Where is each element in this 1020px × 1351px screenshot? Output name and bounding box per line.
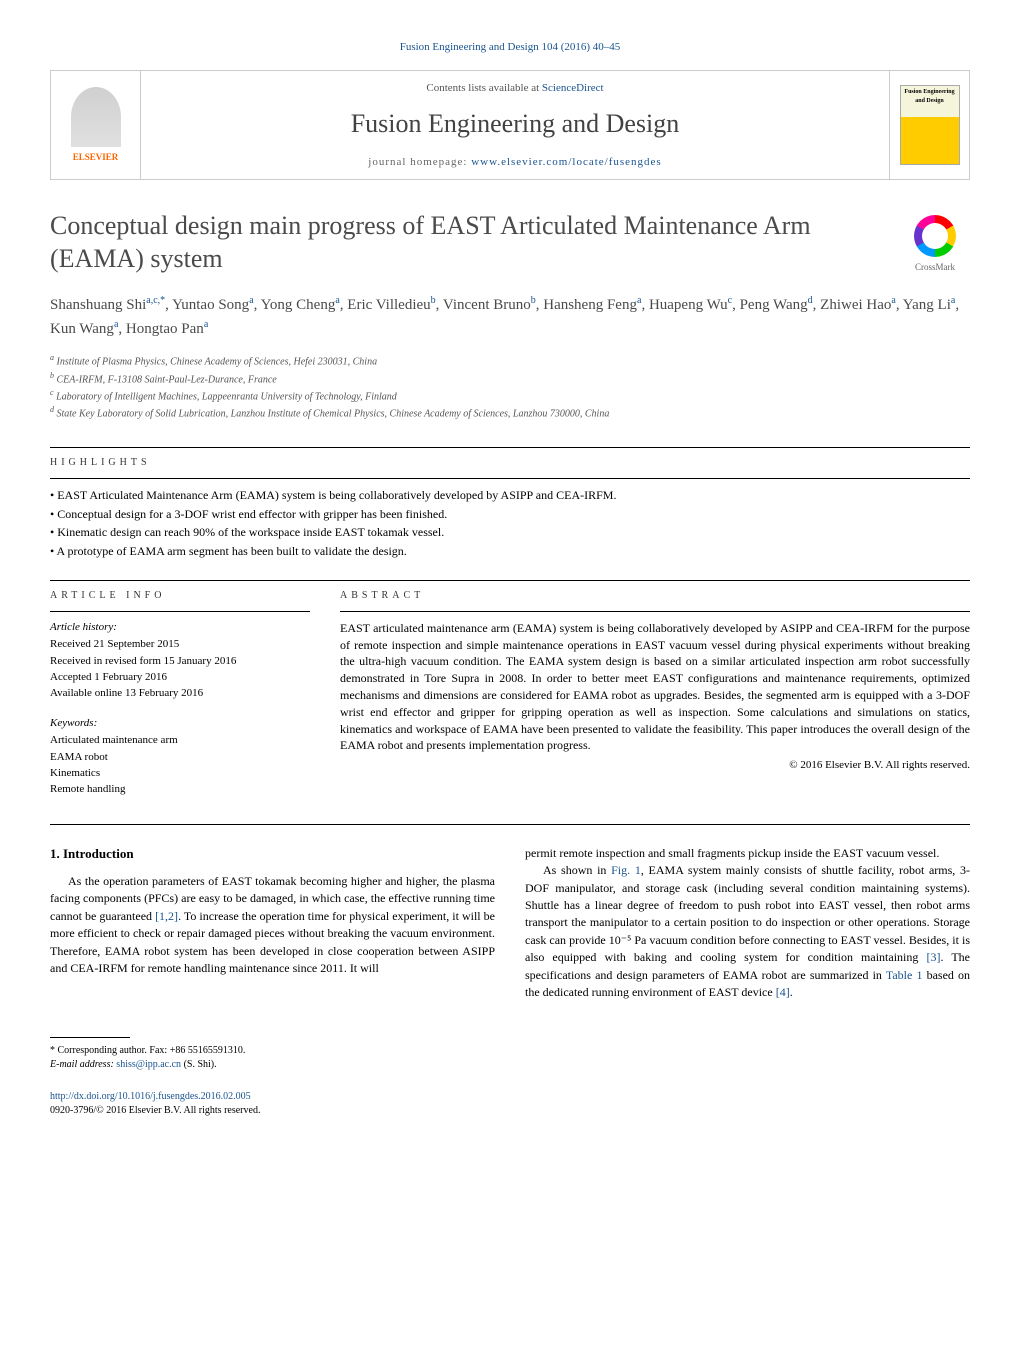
intro-heading: 1. Introduction xyxy=(50,845,495,863)
history-line: Received 21 September 2015 xyxy=(50,637,310,652)
journal-homepage-link[interactable]: www.elsevier.com/locate/fusengdes xyxy=(471,156,662,168)
highlight-item: Conceptual design for a 3-DOF wrist end … xyxy=(50,506,970,523)
abstract-label: ABSTRACT xyxy=(340,589,970,603)
article-history-label: Article history: xyxy=(50,620,310,635)
keyword-line: Remote handling xyxy=(50,782,310,797)
abstract-text: EAST articulated maintenance arm (EAMA) … xyxy=(340,620,970,754)
history-line: Available online 13 February 2016 xyxy=(50,686,310,701)
figure-link[interactable]: Fig. 1 xyxy=(611,863,641,877)
affiliation-line: b CEA-IRFM, F-13108 Saint-Paul-Lez-Duran… xyxy=(50,370,970,387)
elsevier-logo: ELSEVIER xyxy=(51,71,141,179)
elsevier-tree-icon xyxy=(71,87,121,147)
footnote-separator xyxy=(50,1037,130,1038)
highlights-label: HIGHLIGHTS xyxy=(50,456,970,470)
figure-link[interactable]: Table 1 xyxy=(886,968,923,982)
rule xyxy=(50,478,970,479)
body-paragraph: As shown in Fig. 1, EAMA system mainly c… xyxy=(525,862,970,1001)
rule xyxy=(50,611,310,612)
sciencedirect-link[interactable]: ScienceDirect xyxy=(542,82,604,94)
homepage-prefix: journal homepage: xyxy=(368,156,471,168)
journal-name: Fusion Engineering and Design xyxy=(149,106,881,142)
article-info-label: ARTICLE INFO xyxy=(50,589,310,603)
journal-homepage-line: journal homepage: www.elsevier.com/locat… xyxy=(149,155,881,170)
footnote-email-label: E-mail address: xyxy=(50,1059,116,1070)
body-paragraph: permit remote inspection and small fragm… xyxy=(525,845,970,862)
highlight-item: Kinematic design can reach 90% of the wo… xyxy=(50,524,970,541)
abstract-copyright: © 2016 Elsevier B.V. All rights reserved… xyxy=(340,758,970,773)
journal-banner: ELSEVIER Contents lists available at Sci… xyxy=(50,70,970,180)
affiliation-line: d State Key Laboratory of Solid Lubricat… xyxy=(50,404,970,421)
crossmark-label: CrossMark xyxy=(900,261,970,274)
footnote-email-link[interactable]: shiss@ipp.ac.cn xyxy=(116,1059,181,1070)
body-paragraph: As the operation parameters of EAST toka… xyxy=(50,873,495,977)
rule xyxy=(50,447,970,448)
keyword-line: Kinematics xyxy=(50,766,310,781)
citation-link[interactable]: [4] xyxy=(776,985,790,999)
doi-block: http://dx.doi.org/10.1016/j.fusengdes.20… xyxy=(50,1090,495,1118)
article-title: Conceptual design main progress of EAST … xyxy=(50,210,970,275)
keyword-line: Articulated maintenance arm xyxy=(50,733,310,748)
issn-copyright: 0920-3796/© 2016 Elsevier B.V. All right… xyxy=(50,1105,260,1116)
history-line: Accepted 1 February 2016 xyxy=(50,670,310,685)
elsevier-label: ELSEVIER xyxy=(73,151,119,164)
affiliation-line: c Laboratory of Intelligent Machines, La… xyxy=(50,387,970,404)
rule xyxy=(50,580,970,581)
affiliation-line: a Institute of Plasma Physics, Chinese A… xyxy=(50,352,970,369)
corresponding-author-footnote: * Corresponding author. Fax: +86 5516559… xyxy=(50,1044,495,1072)
running-header: Fusion Engineering and Design 104 (2016)… xyxy=(50,40,970,55)
rule xyxy=(50,824,970,825)
contents-available-line: Contents lists available at ScienceDirec… xyxy=(149,81,881,96)
cover-title: Fusion Engineering and Design xyxy=(901,86,959,107)
highlights-list: EAST Articulated Maintenance Arm (EAMA) … xyxy=(50,487,970,560)
history-line: Received in revised form 15 January 2016 xyxy=(50,654,310,669)
crossmark-badge[interactable]: CrossMark xyxy=(900,215,970,274)
journal-cover: Fusion Engineering and Design xyxy=(889,71,969,179)
citation-link[interactable]: [3] xyxy=(926,950,940,964)
authors-list: Shanshuang Shia,c,*, Yuntao Songa, Yong … xyxy=(50,293,970,340)
doi-link[interactable]: http://dx.doi.org/10.1016/j.fusengdes.20… xyxy=(50,1091,251,1102)
footnote-corr: * Corresponding author. Fax: +86 5516559… xyxy=(50,1044,495,1058)
highlight-item: EAST Articulated Maintenance Arm (EAMA) … xyxy=(50,487,970,504)
highlight-item: A prototype of EAMA arm segment has been… xyxy=(50,543,970,560)
affiliations-list: a Institute of Plasma Physics, Chinese A… xyxy=(50,352,970,421)
rule xyxy=(340,611,970,612)
keywords-label: Keywords: xyxy=(50,716,310,731)
keyword-line: EAMA robot xyxy=(50,750,310,765)
contents-prefix: Contents lists available at xyxy=(426,82,541,94)
footnote-email-suffix: (S. Shi). xyxy=(181,1059,217,1070)
citation-link[interactable]: [1,2] xyxy=(155,909,178,923)
crossmark-icon xyxy=(914,215,956,257)
